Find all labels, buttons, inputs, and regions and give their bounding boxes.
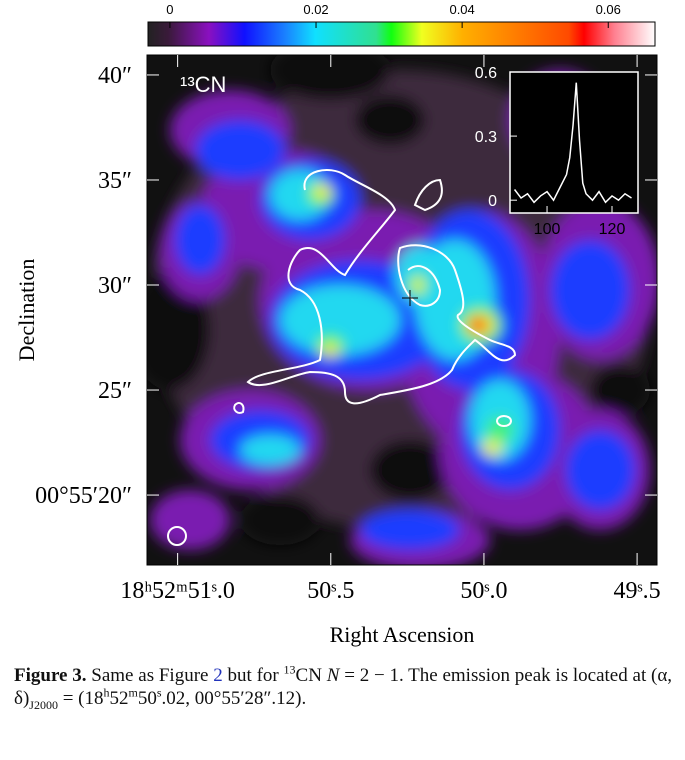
colorbar-tick-label: 0: [166, 2, 173, 17]
caption-text: N: [326, 665, 340, 686]
colorbar-tick-label: 0.02: [303, 2, 328, 17]
caption-text: .02, 00°55′28″.12).: [161, 688, 307, 709]
y-tick-label: 25″: [98, 378, 132, 404]
colorbar-tick-label: 0.06: [596, 2, 621, 17]
beam: [167, 526, 187, 546]
y-tick-label: 00°55′20″: [35, 483, 132, 509]
spectrum-line: [513, 82, 632, 204]
inset-x-tick-label: 120: [599, 221, 626, 238]
inset-y-tick-label: 0.6: [475, 65, 497, 82]
caption: Figure 3. Same as Figure 2 but for 13CN …: [14, 662, 673, 712]
colorbar: [147, 21, 656, 47]
inset-y-tick-label: 0: [488, 193, 497, 210]
peak-marker: [402, 290, 418, 306]
caption-text: 52: [109, 688, 129, 709]
figure-link[interactable]: 2: [213, 665, 223, 686]
caption-text: 50: [137, 688, 157, 709]
x-axis-label: Right Ascension: [330, 622, 475, 647]
caption-text: but for: [227, 665, 279, 686]
contours: [233, 169, 517, 427]
y-tick-label: 40″: [98, 63, 132, 89]
figure: ¹³CN Declination Right Ascension 0 0.02 0.…: [14, 2, 661, 647]
caption-text: s: [156, 685, 162, 700]
x-tick-label: 50ˢ.0: [460, 578, 507, 604]
y-tick-label: 35″: [98, 168, 132, 194]
caption-text: m: [128, 685, 138, 700]
x-tick-label: 49ˢ.5: [614, 578, 661, 604]
caption-text: = (18: [62, 688, 104, 709]
y-axis-label: Declination: [14, 259, 39, 362]
inset-x-tick-label: 100: [534, 221, 561, 238]
caption-text: CN: [295, 665, 322, 686]
inset-y-tick-label: 0.3: [475, 129, 497, 146]
caption-text: h: [103, 685, 110, 700]
caption-text: J2000: [29, 697, 58, 712]
y-tick-label: 30″: [98, 273, 132, 299]
map-frame: [146, 54, 658, 566]
map-label: ¹³CN: [180, 72, 226, 97]
inset-frame: [509, 71, 639, 214]
colorbar-tick-label: 0.04: [449, 2, 474, 17]
caption-text: = 2 − 1. The emission peak is located at…: [14, 665, 673, 709]
x-tick-label: 18ʰ52ᵐ51ˢ.0: [120, 578, 235, 604]
caption-text: 13: [283, 662, 296, 677]
x-tick-label: 50ˢ.5: [307, 578, 354, 604]
caption-text: Same as Figure: [91, 665, 209, 686]
caption-label: Figure 3.: [14, 665, 87, 686]
